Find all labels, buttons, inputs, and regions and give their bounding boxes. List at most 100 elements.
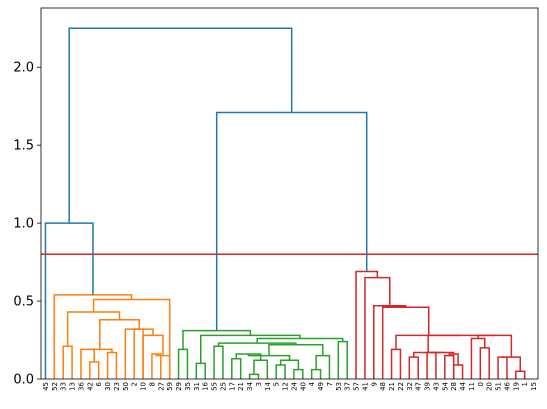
leaf-label: 15 (530, 382, 538, 391)
link-14 (177, 348, 189, 379)
leaf-label: 47 (415, 382, 423, 391)
link-55 (68, 27, 293, 224)
leaf-label: 51 (495, 382, 503, 391)
leaf-label: 3 (255, 382, 263, 386)
link-9 (124, 328, 154, 379)
link-5 (133, 328, 144, 379)
link-31 (200, 334, 301, 364)
leaf-label: 44 (459, 381, 467, 390)
leaf-label: 1 (521, 382, 529, 386)
leaf-label: 7 (326, 382, 334, 386)
leaf-label: 46 (503, 381, 511, 390)
leaf-label: 41 (361, 382, 369, 391)
leaf-label: 39 (424, 382, 432, 391)
link-17 (231, 357, 242, 379)
link-40 (413, 351, 443, 358)
leaf-label: 2 (131, 382, 139, 386)
leaf-label: 59 (166, 382, 174, 391)
link-42 (470, 337, 486, 379)
leaf-label: 25 (219, 382, 227, 391)
leaf-label: 30 (104, 382, 112, 391)
link-0 (62, 345, 73, 379)
leaf-label: 14 (264, 381, 272, 390)
leaf-label: 4 (308, 381, 316, 386)
leaf-label: 20 (486, 382, 494, 391)
link-22 (293, 368, 304, 379)
link-7 (155, 354, 171, 379)
leaf-label: 36 (77, 381, 85, 390)
leaf-label: 48 (379, 382, 387, 391)
y-axis: 0.0 0.5 1.0 1.5 2.0 (13, 61, 41, 388)
link-46 (477, 334, 513, 358)
leaf-label: 21 (388, 382, 396, 391)
y-tick-label: 0.5 (13, 295, 34, 310)
leaf-label: 40 (299, 382, 307, 391)
link-25 (310, 368, 322, 379)
link-35 (426, 351, 437, 379)
link-53 (44, 222, 94, 379)
link-11 (66, 311, 121, 347)
leaf-label: 42 (86, 382, 94, 391)
link-3 (106, 351, 118, 379)
link-1 (89, 361, 100, 379)
leaf-label: 0 (477, 382, 485, 386)
link-4 (87, 348, 113, 353)
leaf-label: 10 (140, 382, 148, 391)
link-37 (452, 364, 464, 379)
link-10 (99, 319, 140, 350)
link-26 (315, 354, 331, 379)
link-51 (364, 276, 391, 379)
link-18 (248, 373, 260, 379)
leaf-label: 55 (211, 382, 219, 391)
link-27 (268, 343, 324, 356)
link-29 (337, 340, 348, 379)
leaf-label: 45 (42, 382, 50, 391)
link-36 (444, 354, 455, 379)
link-19 (253, 359, 269, 379)
link-33 (390, 348, 402, 379)
link-13 (53, 294, 133, 379)
link-15 (195, 362, 206, 379)
link-54 (215, 111, 368, 331)
leaf-label: 9 (370, 382, 378, 386)
link-8 (142, 334, 164, 379)
leaf-label: 23 (113, 382, 121, 391)
leaf-label: 6 (95, 381, 103, 386)
leaf-label: 32 (406, 382, 414, 391)
leaf-label: 34 (246, 381, 254, 390)
link-6 (151, 353, 162, 379)
leaf-label: 17 (228, 382, 236, 391)
link-48 (395, 334, 462, 350)
y-tick-label: 1.0 (13, 217, 34, 232)
leaf-label: 29 (175, 382, 183, 391)
link-16 (213, 345, 224, 379)
y-tick-label: 2.0 (13, 61, 34, 76)
leaf-label: 33 (60, 382, 68, 391)
link-41 (479, 347, 490, 379)
y-tick-label: 1.5 (13, 139, 34, 154)
leaf-label: 31 (193, 382, 201, 391)
leaf-label: 50 (122, 382, 130, 391)
leaf-label: 54 (441, 381, 449, 390)
leaf-label: 53 (335, 382, 343, 391)
leaf-label: 16 (202, 381, 210, 390)
link-30 (256, 337, 344, 344)
y-tick-label: 0.0 (13, 373, 34, 388)
link-45 (502, 356, 521, 372)
leaf-label: 35 (184, 382, 192, 391)
leaf-label: 13 (69, 382, 77, 391)
link-2 (80, 348, 95, 379)
link-49 (381, 306, 430, 379)
link-44 (515, 370, 526, 379)
leaf-label: 19 (512, 382, 520, 391)
plot-frame (40, 7, 539, 380)
leaf-label: 12 (282, 382, 290, 391)
leaf-label: 57 (353, 382, 361, 391)
link-21 (275, 364, 286, 379)
link-43 (497, 356, 508, 379)
dendrogram-links (44, 27, 526, 379)
link-24 (247, 354, 291, 361)
leaf-label: 21 (237, 382, 245, 391)
leaf-label: 43 (432, 382, 440, 391)
